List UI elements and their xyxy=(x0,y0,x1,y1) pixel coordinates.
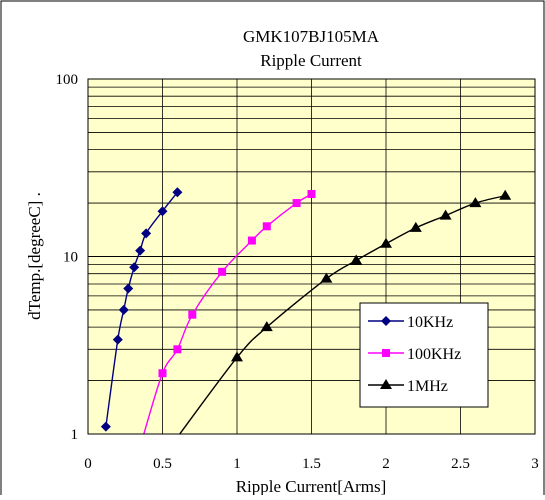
series-marker-square xyxy=(158,369,167,378)
plot-border xyxy=(87,78,536,435)
series-marker-triangle xyxy=(469,197,482,208)
series-marker-square xyxy=(247,236,256,245)
chart-subtitle: Ripple Current xyxy=(260,51,362,70)
legend-item: 100KHz xyxy=(368,346,461,363)
series-marker-diamond xyxy=(381,316,391,326)
series-marker-triangle xyxy=(231,351,243,362)
x-tick-label: 2.5 xyxy=(451,456,470,472)
legend-label: 1MHz xyxy=(407,378,448,395)
series-marker-diamond xyxy=(135,245,146,256)
grid-lines xyxy=(87,78,536,435)
series-marker-diamond xyxy=(157,206,168,217)
series-marker-diamond xyxy=(123,283,134,294)
series-marker-square xyxy=(307,189,316,198)
series-marker-triangle xyxy=(499,189,512,200)
x-axis-label: Ripple Current[Arms] xyxy=(236,477,387,495)
x-tick-label: 0.5 xyxy=(153,456,172,472)
series-1MHz xyxy=(178,189,512,434)
x-tick-label: 3 xyxy=(531,456,539,472)
legend-label: 10KHz xyxy=(407,314,453,331)
series-marker-square xyxy=(382,349,390,357)
x-axis-ticks: 0 0.5 1 1.5 2 2.5 3 xyxy=(84,456,539,472)
series-marker-square xyxy=(218,267,227,276)
series-marker-square xyxy=(173,345,182,354)
series-10KHz xyxy=(100,187,183,432)
series-marker-diamond xyxy=(141,228,152,239)
series-marker-diamond xyxy=(112,334,123,345)
series-line xyxy=(178,195,506,434)
legend-item: 1MHz xyxy=(368,378,448,395)
series-marker-diamond xyxy=(172,187,183,198)
x-tick-label: 1 xyxy=(233,456,241,472)
series-marker-diamond xyxy=(100,421,111,432)
series-marker-square xyxy=(188,310,197,319)
series-marker-triangle xyxy=(320,272,333,283)
series-marker-diamond xyxy=(129,262,140,273)
y-tick-label: 10 xyxy=(63,250,78,266)
series-marker-square xyxy=(292,199,301,208)
series-marker-triangle xyxy=(350,254,363,265)
legend-item: 10KHz xyxy=(368,314,453,331)
series-marker-diamond xyxy=(118,304,129,315)
y-axis-ticks: 1 10 100 xyxy=(56,72,79,443)
legend: 10KHz 100KHz 1MHz xyxy=(359,302,489,408)
x-tick-label: 1.5 xyxy=(302,456,321,472)
series-marker-triangle xyxy=(380,379,392,389)
series-100KHz xyxy=(143,189,316,434)
x-tick-label: 2 xyxy=(382,456,390,472)
chart-title: GMK107BJ105MA xyxy=(243,27,380,46)
x-tick-label: 0 xyxy=(84,456,92,472)
series-marker-triangle xyxy=(409,221,422,232)
data-series xyxy=(100,187,512,434)
series-marker-triangle xyxy=(439,209,452,220)
series-marker-square xyxy=(262,222,271,231)
series-marker-triangle xyxy=(380,237,392,248)
y-tick-label: 1 xyxy=(71,427,79,443)
y-tick-label: 100 xyxy=(56,72,79,88)
series-marker-triangle xyxy=(260,321,273,332)
legend-label: 100KHz xyxy=(407,346,461,363)
y-axis-label: dTemp.[degreeC] . xyxy=(25,192,44,320)
